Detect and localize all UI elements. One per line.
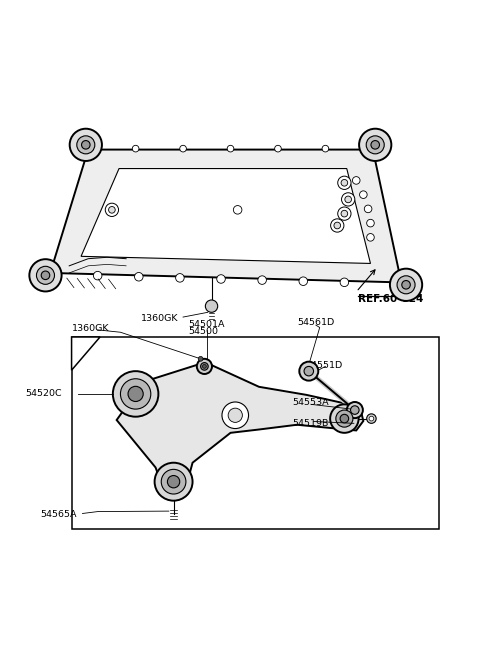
Circle shape [366, 136, 384, 154]
Circle shape [299, 277, 308, 286]
Circle shape [108, 206, 115, 213]
Text: 54561D: 54561D [297, 318, 334, 328]
Circle shape [304, 366, 313, 376]
Circle shape [36, 267, 55, 284]
Circle shape [132, 145, 139, 152]
Circle shape [342, 193, 355, 206]
Circle shape [198, 356, 203, 361]
Circle shape [105, 203, 119, 217]
Circle shape [228, 408, 242, 422]
Circle shape [330, 404, 359, 433]
Circle shape [82, 141, 90, 149]
Circle shape [275, 145, 281, 152]
Circle shape [155, 462, 192, 500]
Circle shape [402, 280, 410, 289]
Circle shape [397, 276, 415, 294]
Circle shape [94, 271, 102, 280]
Circle shape [350, 406, 359, 415]
Circle shape [197, 359, 212, 374]
Circle shape [41, 271, 50, 280]
Circle shape [205, 300, 218, 312]
Circle shape [359, 129, 391, 161]
Circle shape [120, 379, 151, 409]
Text: 54500: 54500 [189, 328, 219, 336]
Text: 54553A: 54553A [292, 398, 329, 407]
Text: REF.60-624: REF.60-624 [358, 294, 423, 305]
Text: 54551D: 54551D [305, 361, 343, 370]
Polygon shape [72, 337, 100, 370]
Circle shape [222, 402, 249, 428]
Circle shape [29, 259, 61, 291]
Circle shape [176, 274, 184, 282]
Text: 54501A: 54501A [189, 320, 225, 329]
Polygon shape [117, 364, 363, 484]
Circle shape [367, 219, 374, 227]
Circle shape [322, 145, 329, 152]
Polygon shape [50, 149, 401, 282]
Circle shape [161, 470, 186, 494]
Circle shape [258, 276, 266, 284]
Circle shape [77, 136, 95, 154]
Circle shape [134, 272, 143, 281]
Circle shape [338, 207, 351, 220]
Circle shape [338, 176, 351, 189]
Circle shape [70, 129, 102, 161]
Polygon shape [81, 168, 371, 263]
Circle shape [227, 145, 234, 152]
Circle shape [390, 269, 422, 301]
Circle shape [347, 402, 363, 418]
Circle shape [371, 141, 380, 149]
Circle shape [128, 386, 143, 402]
Circle shape [300, 362, 318, 381]
Circle shape [352, 177, 360, 184]
Circle shape [233, 206, 242, 214]
Circle shape [331, 219, 344, 232]
Circle shape [364, 205, 372, 213]
Text: 1360GK: 1360GK [72, 324, 109, 333]
Text: 54519B: 54519B [292, 419, 329, 428]
Circle shape [201, 363, 208, 370]
Circle shape [341, 210, 348, 217]
Bar [72, 337, 439, 529]
Circle shape [367, 234, 374, 241]
Circle shape [360, 191, 367, 198]
Circle shape [113, 371, 158, 417]
Circle shape [341, 179, 348, 186]
Circle shape [340, 415, 348, 423]
Circle shape [345, 196, 351, 202]
Text: 54565A: 54565A [41, 510, 77, 519]
Circle shape [203, 364, 206, 368]
Circle shape [217, 274, 225, 283]
Circle shape [168, 476, 180, 488]
Circle shape [367, 414, 376, 423]
Circle shape [340, 278, 348, 287]
Circle shape [369, 416, 374, 421]
Circle shape [334, 222, 341, 229]
Text: 1360GK: 1360GK [141, 314, 179, 322]
Text: 54520C: 54520C [25, 390, 62, 398]
Circle shape [336, 410, 353, 427]
Circle shape [180, 145, 186, 152]
